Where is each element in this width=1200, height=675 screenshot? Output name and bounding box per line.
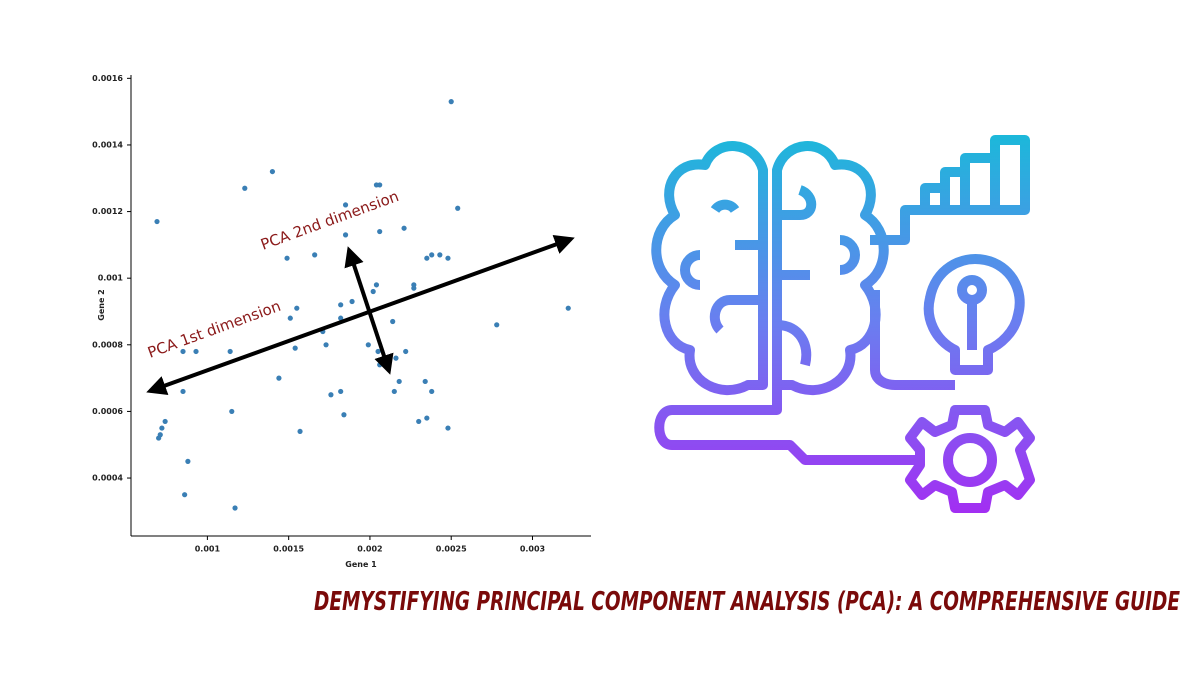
point: [287, 315, 293, 321]
point: [342, 202, 349, 208]
point: [422, 378, 428, 385]
point: [373, 182, 380, 188]
points: [154, 99, 571, 511]
point: [416, 418, 422, 425]
point: [227, 348, 233, 355]
brain-icon: [651, 135, 1035, 513]
point: [269, 168, 276, 175]
x-tick-label: 0.002: [357, 545, 382, 554]
y-tick-label: 0.0012: [92, 207, 123, 216]
point: [565, 305, 571, 311]
y-tick-label: 0.0004: [92, 474, 123, 483]
point: [229, 408, 235, 415]
y-axis-label: Gene 2: [97, 289, 106, 320]
point: [154, 218, 160, 225]
point: [341, 412, 347, 418]
point: [338, 302, 344, 308]
point: [162, 418, 168, 425]
x-tick-label: 0.003: [520, 545, 545, 554]
x-tick-label: 0.001: [195, 545, 221, 554]
point: [391, 388, 397, 395]
point: [429, 388, 435, 395]
point: [494, 322, 500, 328]
point: [342, 232, 349, 238]
point: [156, 435, 162, 441]
y-tick-label: 0.0016: [92, 74, 123, 83]
point: [396, 378, 402, 385]
point: [448, 99, 454, 105]
point: [403, 348, 409, 355]
point: [401, 225, 407, 231]
point: [373, 282, 380, 288]
point: [349, 298, 355, 305]
point: [390, 318, 396, 325]
pca-arrow-2: [344, 246, 394, 375]
point: [159, 425, 165, 431]
y-tick-label: 0.0006: [92, 407, 123, 416]
point: [445, 425, 451, 431]
annotation: PCA 2nd dimension: [258, 187, 401, 254]
point: [312, 252, 318, 258]
point: [429, 252, 435, 258]
point: [328, 392, 334, 398]
point: [232, 505, 238, 511]
point: [424, 415, 430, 421]
point: [185, 458, 191, 464]
point: [180, 388, 186, 395]
x-tick-label: 0.0025: [436, 545, 467, 554]
point: [365, 342, 371, 348]
point: [377, 362, 383, 368]
point: [297, 428, 303, 435]
point: [424, 255, 430, 261]
y-tick-label: 0.001: [98, 274, 124, 283]
point: [323, 342, 329, 348]
point: [284, 255, 290, 261]
point: [276, 375, 282, 381]
page-title: DEMYSTIFYING PRINCIPAL COMPONENT ANALYSI…: [314, 587, 1180, 617]
point: [445, 255, 451, 261]
point: [455, 205, 461, 211]
point: [393, 355, 399, 361]
point: [377, 228, 383, 235]
point: [193, 348, 199, 355]
point: [182, 492, 188, 498]
point: [437, 252, 443, 258]
point: [370, 288, 376, 295]
point: [338, 388, 344, 395]
y-tick-label: 0.0014: [92, 140, 123, 149]
pca-arrow-1: [146, 235, 575, 395]
point: [294, 305, 300, 311]
point: [292, 345, 298, 351]
point: [242, 185, 248, 191]
point: [411, 285, 417, 291]
y-tick-label: 0.0008: [92, 340, 123, 349]
x-tick-label: 0.0015: [273, 545, 304, 554]
x-axis-label: Gene 1: [345, 560, 377, 569]
